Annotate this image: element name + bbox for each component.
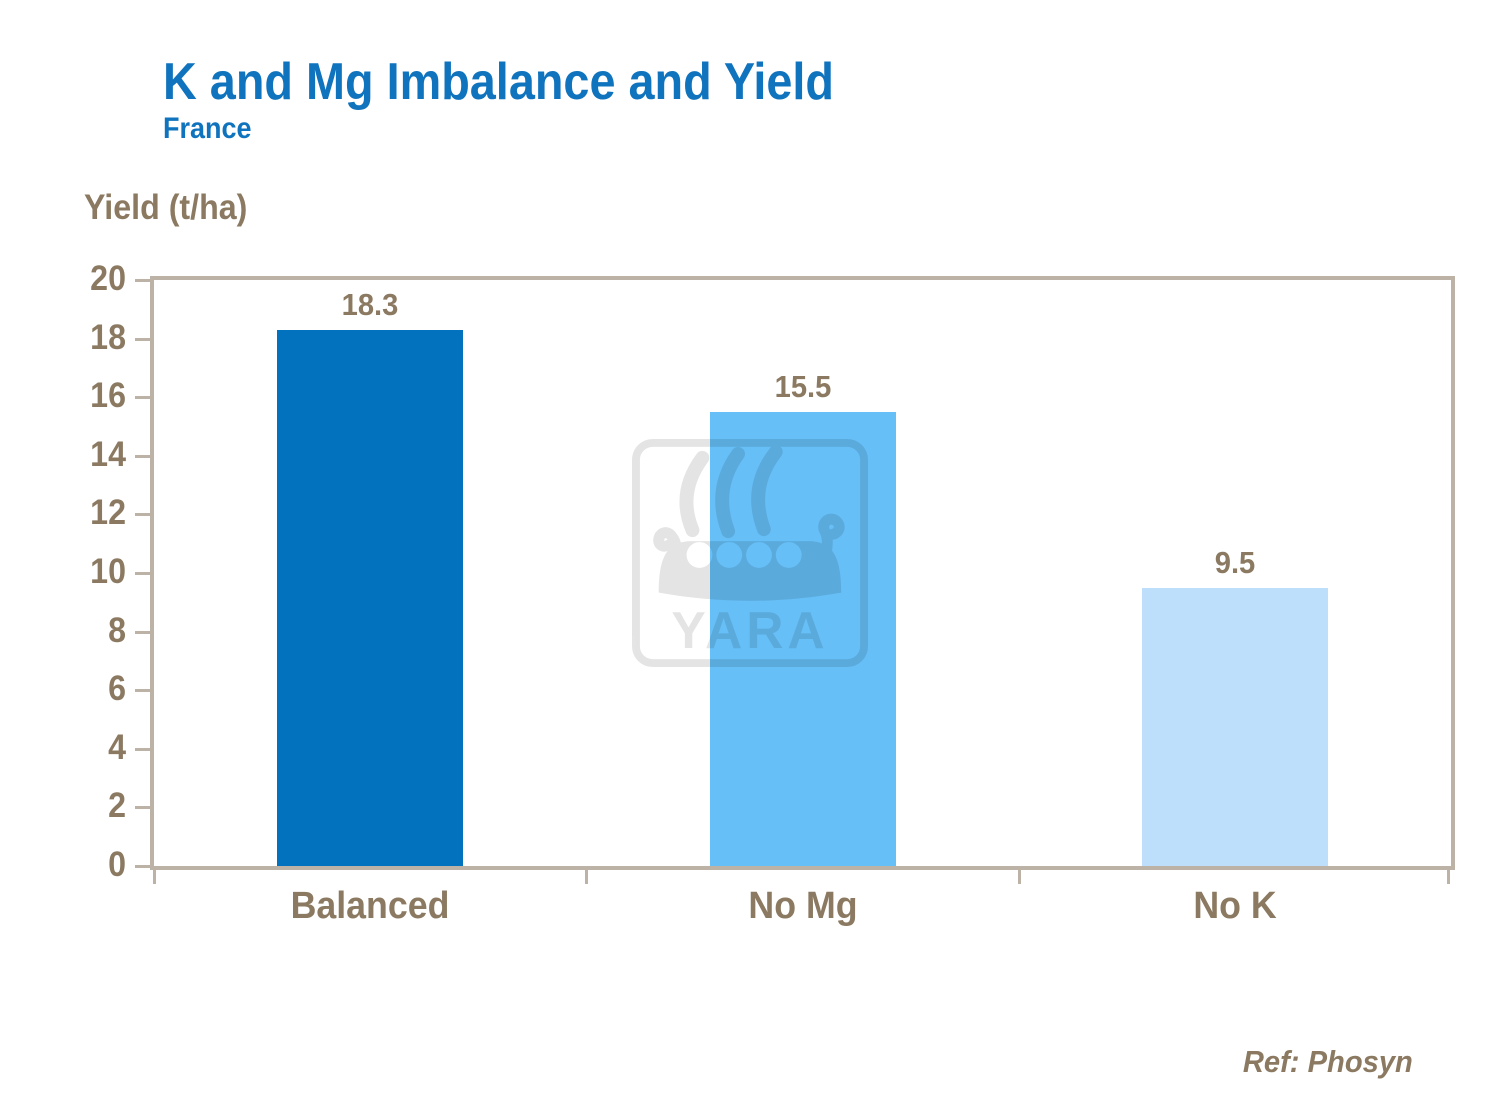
y-axis-title: Yield (t/ha) [84, 188, 248, 227]
y-axis-tick [135, 572, 150, 575]
reference-note: Ref: Phosyn [1242, 1044, 1413, 1079]
y-axis-tick [135, 513, 150, 517]
y-tick-label: 2 [108, 786, 126, 826]
y-axis-tick [135, 865, 150, 868]
x-axis-tick [585, 870, 589, 884]
y-axis-tick [135, 806, 150, 810]
y-axis-tick [135, 279, 150, 282]
category-label: No K [1193, 885, 1277, 927]
bar-value-label: 18.3 [341, 286, 399, 322]
x-axis-tick [1017, 870, 1021, 884]
y-axis-tick [135, 396, 150, 400]
y-axis-tick [135, 337, 150, 341]
category-label: Balanced [290, 885, 450, 927]
x-axis-tick [1447, 870, 1450, 884]
y-axis-tick [135, 454, 150, 458]
y-tick-label: 4 [108, 727, 126, 767]
bar-no-mg [709, 411, 896, 866]
y-tick-label: 0 [108, 845, 126, 884]
y-tick-label: 14 [90, 434, 126, 474]
page-subtitle: France [163, 112, 252, 145]
y-axis-tick [135, 630, 150, 634]
y-tick-label: 10 [90, 552, 126, 591]
bar-no-k [1141, 587, 1328, 866]
y-axis-tick [135, 747, 150, 751]
y-tick-label: 18 [90, 317, 126, 357]
x-axis-tick [153, 870, 156, 884]
y-tick-label: 16 [90, 376, 126, 416]
category-label: No Mg [747, 885, 858, 927]
bar-value-label: 9.5 [1214, 544, 1256, 580]
y-tick-label: 6 [108, 669, 126, 709]
y-axis-tick [135, 689, 150, 693]
y-tick-label: 20 [90, 259, 126, 298]
y-tick-label: 8 [108, 610, 126, 650]
bar-value-label: 15.5 [774, 368, 831, 404]
y-tick-label: 12 [90, 493, 126, 533]
page-title: K and Mg Imbalance and Yield [163, 53, 834, 111]
bar-balanced [277, 329, 464, 866]
